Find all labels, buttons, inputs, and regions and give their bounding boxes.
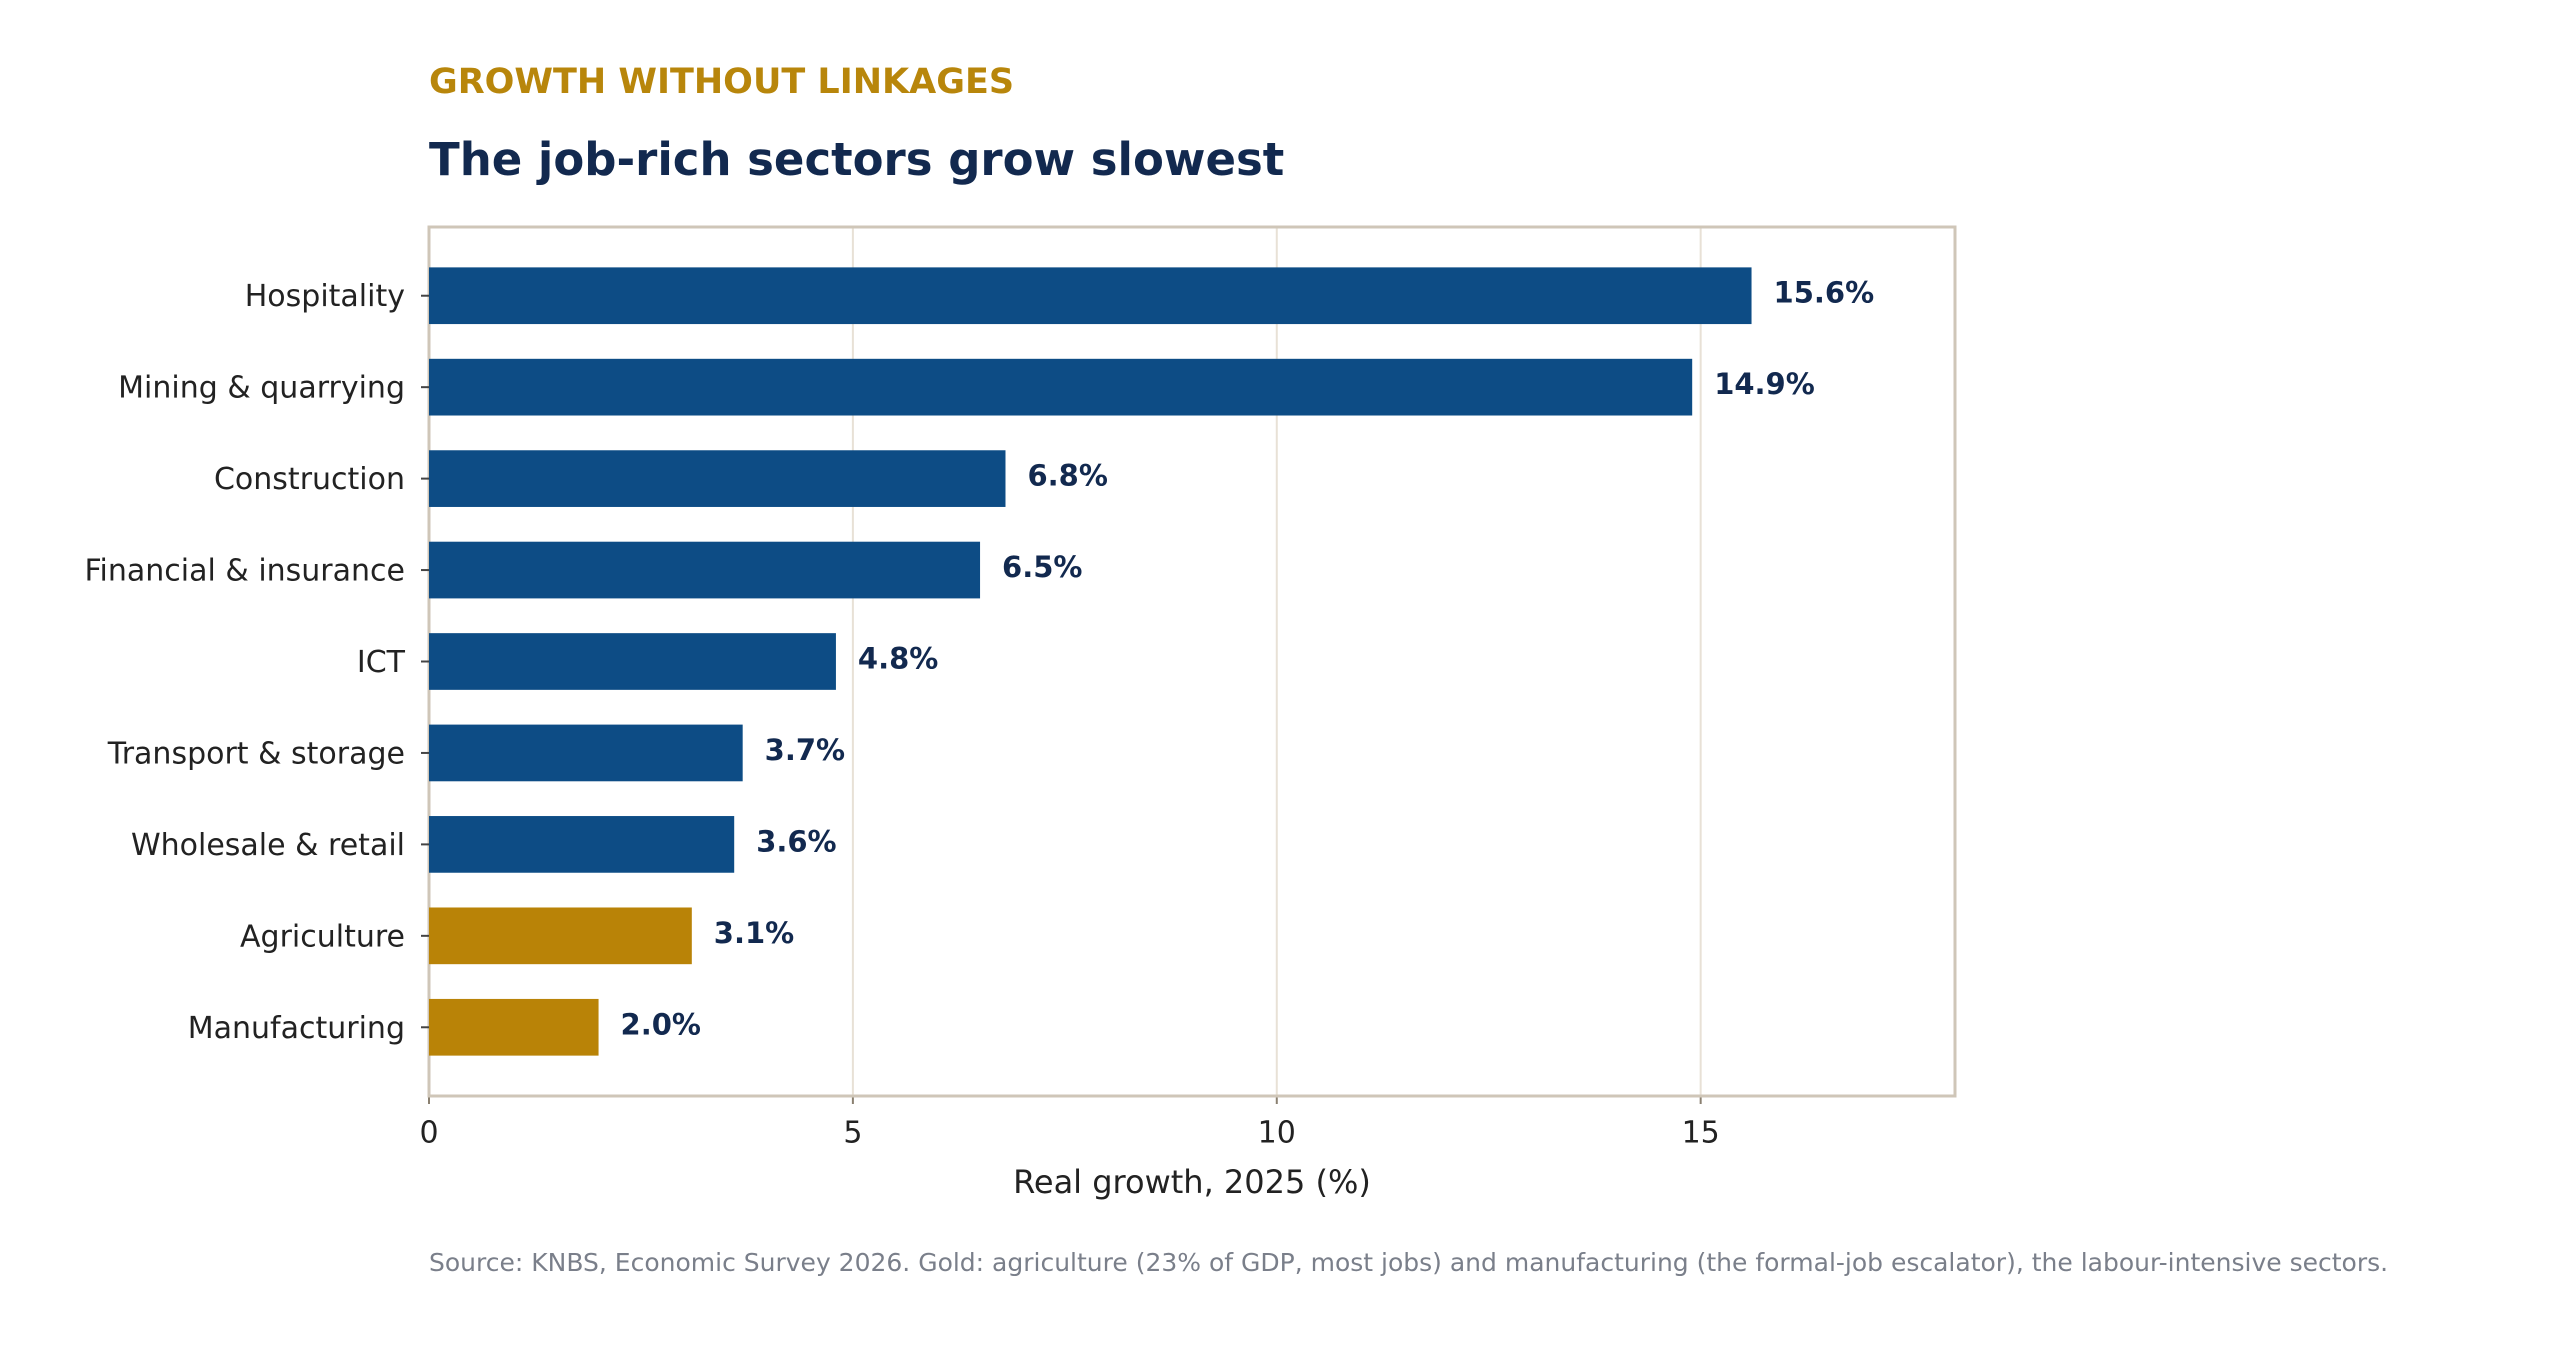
data-label: 3.7% (765, 733, 845, 767)
source-note: Source: KNBS, Economic Survey 2026. Gold… (429, 1248, 2388, 1277)
bar (429, 724, 743, 782)
y-tick-label: Agriculture (240, 919, 405, 954)
y-tick-label: Mining & quarrying (118, 371, 405, 406)
x-tick-label: 10 (1258, 1116, 1296, 1151)
y-tick-label: Transport & storage (107, 736, 405, 771)
x-axis-label: Real growth, 2025 (%) (1013, 1163, 1371, 1201)
y-tick-label: Wholesale & retail (131, 828, 405, 863)
x-tick-label: 0 (419, 1116, 438, 1151)
data-label: 3.6% (756, 824, 836, 858)
bar (429, 358, 1693, 416)
chart-kicker: GROWTH WITHOUT LINKAGES (429, 62, 1014, 102)
data-label: 2.0% (621, 1007, 701, 1041)
bar (429, 816, 735, 873)
y-tick-label: Manufacturing (188, 1011, 405, 1046)
y-tick-label: Financial & insurance (84, 554, 405, 589)
data-label: 3.1% (714, 916, 794, 950)
data-label: 14.9% (1714, 367, 1815, 401)
x-tick-label: 5 (843, 1116, 862, 1151)
bar (429, 541, 981, 599)
y-tick-label: Hospitality (245, 279, 405, 314)
bar (429, 450, 1006, 507)
bar (429, 907, 692, 965)
data-label: 6.8% (1027, 459, 1107, 493)
bar (429, 633, 836, 690)
bar (429, 998, 599, 1056)
data-label: 6.5% (1002, 550, 1082, 584)
data-label: 4.8% (858, 642, 938, 676)
chart-title: The job-rich sectors grow slowest (429, 133, 1284, 186)
bar (429, 267, 1752, 325)
x-tick-label: 15 (1682, 1116, 1720, 1151)
y-tick-label: ICT (357, 645, 406, 680)
data-label: 15.6% (1774, 276, 1875, 310)
y-tick-label: Construction (214, 462, 405, 497)
